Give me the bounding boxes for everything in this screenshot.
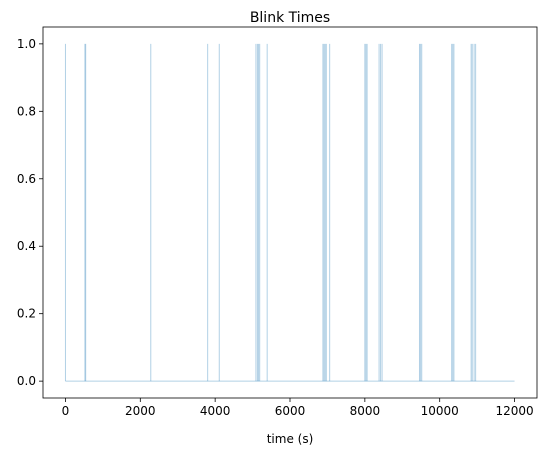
y-tick-label: 0.4 — [17, 239, 36, 253]
y-tick-label: 0.8 — [17, 104, 36, 118]
x-tick-label: 8000 — [350, 404, 381, 418]
x-tick-label: 12000 — [495, 404, 533, 418]
y-tick-label: 1.0 — [17, 37, 36, 51]
y-tick-label: 0.6 — [17, 172, 36, 186]
x-tick-label: 10000 — [421, 404, 459, 418]
x-tick-label: 6000 — [275, 404, 306, 418]
chart-title: Blink Times — [250, 10, 330, 26]
y-tick-label: 0.2 — [17, 307, 36, 321]
x-tick-label: 4000 — [200, 404, 231, 418]
x-axis-label: time (s) — [267, 432, 314, 446]
x-tick-label: 0 — [62, 404, 70, 418]
x-tick-label: 2000 — [125, 404, 156, 418]
y-tick-label: 0.0 — [17, 374, 36, 388]
